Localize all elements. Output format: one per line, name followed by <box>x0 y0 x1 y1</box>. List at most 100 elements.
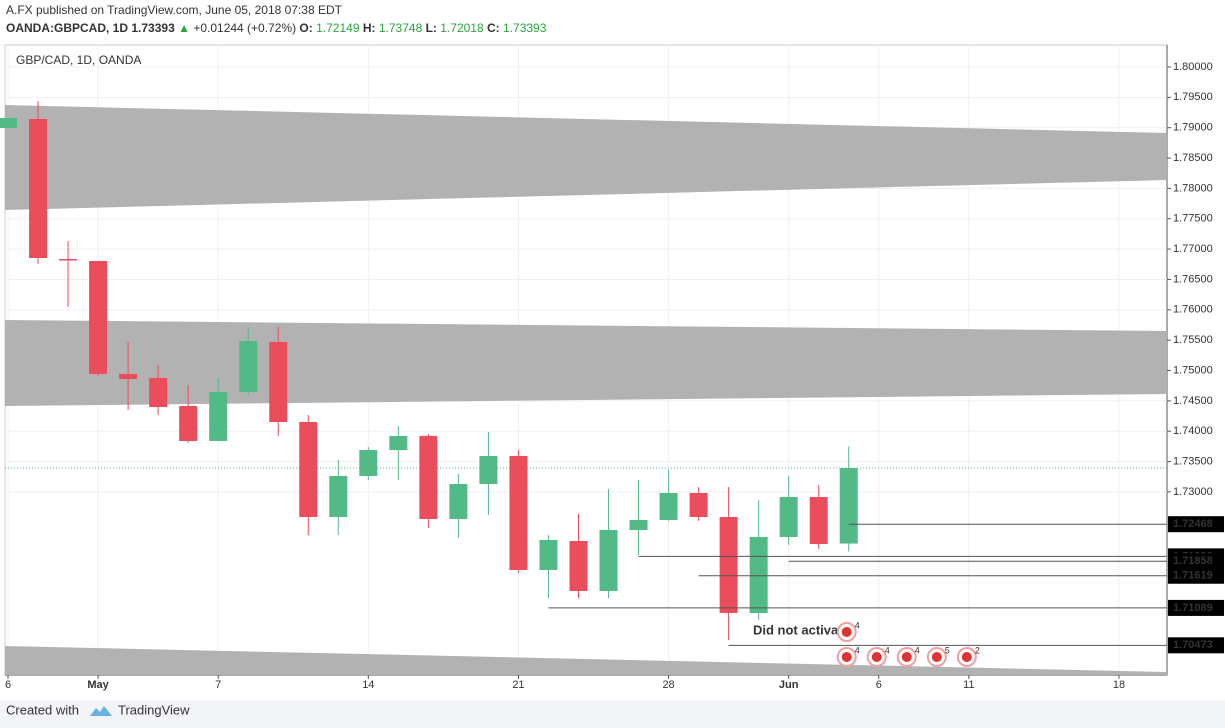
level-tag <box>1168 553 1224 570</box>
candle-body <box>329 476 348 517</box>
event-flag <box>901 652 912 662</box>
x-tick-label: Jun <box>779 679 799 691</box>
candle-body <box>719 516 738 614</box>
ohlc-label: L: <box>426 21 437 35</box>
level-label: 1.71619 <box>1173 570 1213 582</box>
candle-body <box>359 450 378 477</box>
candle-body <box>59 258 78 261</box>
y-tick-label: 1.78500 <box>1173 152 1213 164</box>
zone <box>5 646 1167 675</box>
x-tick-label: 6 <box>876 679 882 691</box>
candle-body <box>509 455 528 570</box>
candle-body <box>569 541 588 591</box>
event-count: 4 <box>855 620 860 630</box>
chart-title: GBP/CAD, 1D, OANDA <box>16 53 141 67</box>
event-flag <box>841 627 852 637</box>
change: +0.01244 (+0.72%) <box>193 21 296 35</box>
up-arrow: ▲ <box>178 21 190 35</box>
publisher[interactable]: A.FX <box>6 3 33 17</box>
level-tag <box>1168 637 1224 654</box>
candle-body <box>839 468 858 544</box>
event-count: 5 <box>945 645 950 655</box>
candle-body <box>0 117 18 128</box>
footer-brand[interactable]: TradingView <box>118 702 190 717</box>
candle-body <box>419 436 438 519</box>
ohlc-value: 1.72149 <box>316 21 360 35</box>
ohlc-label: C: <box>487 21 500 35</box>
level-label: 1.70473 <box>1173 639 1213 651</box>
x-tick-label: 11 <box>963 679 974 691</box>
candle-body <box>389 436 408 451</box>
level-label: 1.71858 <box>1173 555 1213 567</box>
event-count: 4 <box>885 645 890 655</box>
level-label: 1.71089 <box>1173 602 1213 614</box>
candle-body <box>449 484 468 519</box>
candle-body <box>629 519 648 530</box>
candle-body <box>119 373 138 380</box>
last-price: 1.73393 <box>131 21 175 35</box>
ohlc-label: O: <box>299 21 312 35</box>
candle-body <box>239 340 258 392</box>
y-tick-label: 1.80000 <box>1173 61 1213 73</box>
ohlc-value: 1.73393 <box>503 21 547 35</box>
annotation: Did not activate. <box>753 622 853 637</box>
level-tag <box>1168 599 1224 616</box>
event-flag <box>961 652 972 662</box>
event-count: 2 <box>975 645 980 655</box>
candle-body <box>689 493 708 517</box>
candle-body <box>29 118 48 259</box>
y-tick-label: 1.73500 <box>1173 455 1213 467</box>
candle-body <box>749 537 768 614</box>
level-tag <box>1168 516 1224 533</box>
x-tick-label: 14 <box>362 679 374 691</box>
candle-body <box>179 406 198 441</box>
zone <box>5 105 1167 210</box>
candle-body <box>599 529 618 591</box>
candle-body <box>659 493 678 520</box>
candle-body <box>779 497 798 538</box>
event-flag <box>871 652 882 662</box>
candle-body <box>209 391 228 441</box>
candle-body <box>299 421 318 517</box>
event-flag <box>931 652 942 662</box>
y-tick-label: 1.77500 <box>1173 213 1213 225</box>
candle-body <box>89 260 108 374</box>
candle-body <box>539 539 558 570</box>
candle-body <box>149 377 168 407</box>
y-tick-label: 1.73000 <box>1173 486 1213 498</box>
symbol: OANDA:GBPCAD, 1D <box>6 21 128 35</box>
y-tick-label: 1.75000 <box>1173 364 1213 376</box>
level-tag <box>1168 567 1224 584</box>
y-tick-label: 1.79000 <box>1173 122 1213 134</box>
logo <box>90 706 112 716</box>
level-label: 1.72468 <box>1173 518 1213 530</box>
event-count: 4 <box>855 645 860 655</box>
ohlc-label: H: <box>363 21 376 35</box>
zone <box>5 320 1167 406</box>
y-tick-label: 1.76500 <box>1173 273 1213 285</box>
candle-body <box>269 341 288 422</box>
y-tick-label: 1.78000 <box>1173 182 1213 194</box>
y-tick-label: 1.77000 <box>1173 243 1213 255</box>
x-tick-label: 21 <box>512 679 524 691</box>
y-tick-label: 1.76000 <box>1173 304 1213 316</box>
y-tick-label: 1.74000 <box>1173 425 1213 437</box>
event-count: 4 <box>915 645 920 655</box>
ohlc-value: 1.72018 <box>440 21 484 35</box>
x-tick-label: May <box>87 679 109 691</box>
x-tick-label: 18 <box>1113 679 1125 691</box>
zones <box>5 105 1167 675</box>
footer-created: Created with <box>6 702 79 717</box>
x-tick-label: 6 <box>5 679 11 691</box>
candle-body <box>809 497 828 544</box>
x-tick-label: 28 <box>662 679 674 691</box>
y-tick-label: 1.75500 <box>1173 334 1213 346</box>
event-flag <box>841 652 852 662</box>
footer-bg <box>0 700 1225 728</box>
y-tick-label: 1.79500 <box>1173 91 1213 103</box>
ohlc-value: 1.73748 <box>379 21 423 35</box>
x-tick-label: 7 <box>215 679 221 691</box>
candle-body <box>479 455 498 485</box>
symbol-line: OANDA:GBPCAD, 1D 1.73393 ▲ +0.01244 (+0.… <box>6 21 547 35</box>
